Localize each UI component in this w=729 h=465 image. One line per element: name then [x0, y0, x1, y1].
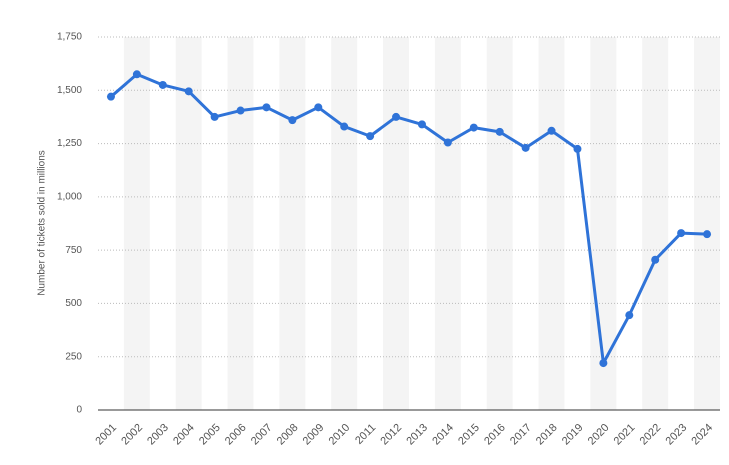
y-axis-title: Number of tickets sold in millions: [37, 150, 48, 296]
line: [109, 72, 708, 365]
x-tick-label: 2007: [249, 422, 275, 448]
column-band: [486, 37, 513, 410]
x-tick-label: 2023: [664, 422, 690, 448]
x-tick-label: 2015: [456, 422, 482, 448]
point: [106, 92, 115, 101]
x-tick-label: 2018: [534, 422, 560, 448]
point: [651, 255, 660, 264]
x-tick-label: 2022: [638, 422, 664, 448]
point: [703, 230, 712, 239]
column-band: [123, 37, 150, 410]
column-band: [434, 37, 461, 410]
y-tick-label: 1,750: [57, 32, 82, 43]
x-tick-label: 2014: [430, 422, 456, 448]
x-tick-label: 2021: [612, 422, 638, 448]
point: [599, 359, 608, 368]
x-tick-label: 2013: [404, 422, 430, 448]
point: [495, 127, 504, 136]
x-tick-label: 2003: [145, 422, 171, 448]
column-band: [279, 37, 306, 410]
point: [184, 87, 193, 96]
point: [547, 126, 556, 135]
x-tick-label: 2005: [197, 422, 223, 448]
point: [677, 229, 686, 238]
y-tick-label: 500: [65, 298, 82, 309]
x-tick-label: 2009: [301, 422, 327, 448]
point: [625, 311, 634, 320]
column-band: [694, 37, 720, 410]
x-tick-label: 2012: [378, 422, 404, 448]
point: [443, 138, 452, 147]
y-tick-label: 0: [76, 405, 82, 416]
point: [210, 112, 219, 121]
x-tick-label: 2024: [689, 422, 715, 448]
x-tick-label: 2011: [353, 422, 378, 447]
column-band: [227, 37, 254, 410]
x-tick-label: 2004: [171, 422, 197, 448]
column-band: [538, 37, 565, 410]
point: [366, 132, 375, 141]
x-tick-label: 2019: [560, 422, 586, 448]
y-tick-label: 250: [65, 351, 82, 362]
point: [417, 120, 426, 129]
x-tick-label: 2008: [275, 422, 301, 448]
point: [158, 80, 167, 89]
point: [236, 106, 245, 115]
y-tick-label: 750: [65, 245, 82, 256]
x-tick-label: 2017: [508, 422, 534, 448]
y-tick-label: 1,250: [57, 138, 82, 149]
point: [262, 103, 271, 112]
point: [314, 103, 323, 112]
y-tick-label: 1,000: [57, 191, 82, 202]
x-tick-label: 2001: [93, 422, 119, 448]
point: [392, 112, 401, 121]
point: [469, 123, 478, 132]
point: [521, 143, 530, 152]
column-band: [642, 37, 669, 410]
point: [132, 70, 141, 79]
point: [573, 144, 582, 153]
x-tick-label: 2010: [327, 422, 353, 448]
x-tick-label: 2002: [119, 422, 145, 448]
point: [288, 116, 297, 125]
column-band: [383, 37, 409, 410]
point: [340, 122, 349, 131]
x-tick-label: 2006: [223, 422, 249, 448]
column-band: [331, 37, 358, 410]
x-tick-label: 2020: [586, 422, 612, 448]
y-tick-label: 1,500: [57, 85, 82, 96]
x-tick-label: 2016: [482, 422, 508, 448]
